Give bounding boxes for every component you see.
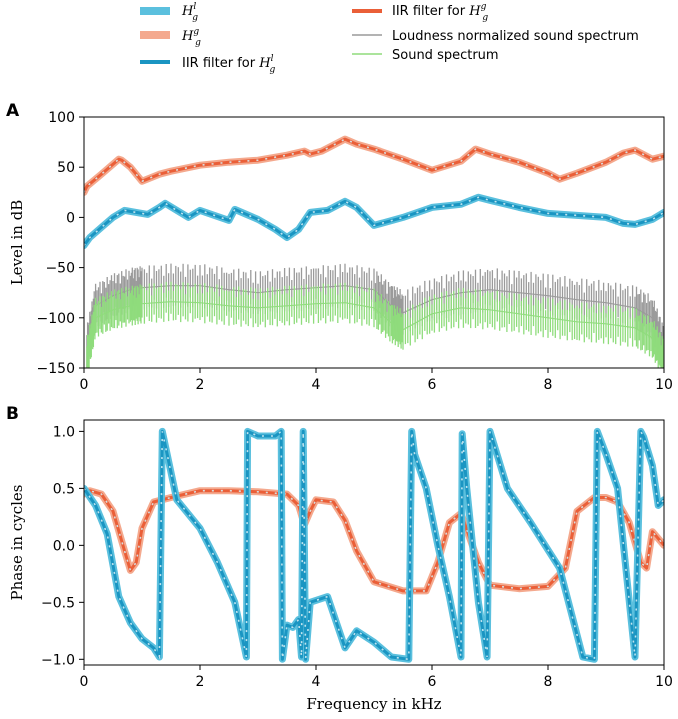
legend-label-iir_l: IIR filter for Hl g <box>182 54 275 75</box>
legend-label-hl: Hl g <box>181 2 198 23</box>
legend-label-hg: Hg g <box>181 27 201 48</box>
panel-label: B <box>6 404 19 424</box>
y-tick-label: 0 <box>66 210 75 226</box>
legend-math-sup: g <box>481 2 487 12</box>
legend-label-iir_g: IIR filter for Hg g <box>392 2 488 23</box>
y-tick-label: 50 <box>57 160 75 176</box>
x-tick-label: 0 <box>80 377 89 393</box>
x-tick-label: 4 <box>312 377 321 393</box>
legend-math-sub: g <box>195 38 201 48</box>
legend-math-base: H <box>258 56 271 71</box>
y-tick-label: 0.0 <box>53 538 75 554</box>
legend-math-sup: l <box>271 54 274 64</box>
legend-label-loud: Loudness normalized sound spectrum <box>392 29 639 44</box>
axes-frame <box>83 419 665 666</box>
x-tick-label: 10 <box>655 674 673 690</box>
legend-math-base: H <box>181 4 194 19</box>
legend-text: Sound spectrum <box>392 48 499 63</box>
panel-b: B 0 2 4 6 8 10 −1.0 −0.5 0.0 0.5 1.0 Phase in cycles… <box>6 404 673 713</box>
series-blue-iir <box>84 195 664 247</box>
series-blue-dash <box>84 429 664 661</box>
y-tick-label: −150 <box>37 361 75 377</box>
series-orange-thick <box>84 135 664 196</box>
plot-area <box>84 135 664 368</box>
legend-math-sup: g <box>193 27 199 37</box>
plot-area <box>84 427 664 663</box>
y-tick-label: 1.0 <box>53 424 75 440</box>
y-axis-label: Phase in cycles <box>8 485 26 601</box>
y-tick-label: −0.5 <box>41 595 75 611</box>
legend-math-sup: l <box>193 2 196 12</box>
x-tick-label: 4 <box>312 674 321 690</box>
x-tick-label: 6 <box>428 674 437 690</box>
x-tick-label: 6 <box>428 377 437 393</box>
series-blue-thick <box>84 193 664 249</box>
legend-math-sub: g <box>192 13 198 23</box>
legend-text: IIR filter for <box>392 4 469 19</box>
legend-math-base: H <box>181 29 194 44</box>
x-tick-label: 0 <box>80 674 89 690</box>
legend-math-sub: g <box>482 13 488 23</box>
x-axis-label: Frequency in kHz <box>306 695 441 713</box>
legend-math-base: H <box>468 4 481 19</box>
y-tick-label: 0.5 <box>53 481 75 497</box>
series-orange-thick <box>84 487 664 595</box>
legend-math-sub: g <box>269 65 275 75</box>
x-tick-label: 8 <box>544 377 553 393</box>
y-tick-label: 100 <box>48 110 75 126</box>
panel-label: A <box>6 101 20 121</box>
legend-text: Loudness normalized sound spectrum <box>392 29 639 44</box>
panel-a: A 0 2 4 6 8 10 −150 −100 −50 0 50 100 Level in dB <box>6 101 673 393</box>
x-tick-label: 2 <box>196 377 205 393</box>
y-axis-label: Level in dB <box>8 200 26 286</box>
y-tick-label: −1.0 <box>41 652 75 668</box>
series-orange-iir <box>84 137 664 193</box>
x-tick-label: 10 <box>655 377 673 393</box>
axes-frame <box>83 116 665 369</box>
x-tick-label: 2 <box>196 674 205 690</box>
legend-text: IIR filter for <box>182 56 259 71</box>
y-tick-label: −100 <box>37 311 75 327</box>
legend-label-sound: Sound spectrum <box>392 48 499 63</box>
x-tick-label: 8 <box>544 674 553 690</box>
y-tick-label: −50 <box>45 261 75 277</box>
